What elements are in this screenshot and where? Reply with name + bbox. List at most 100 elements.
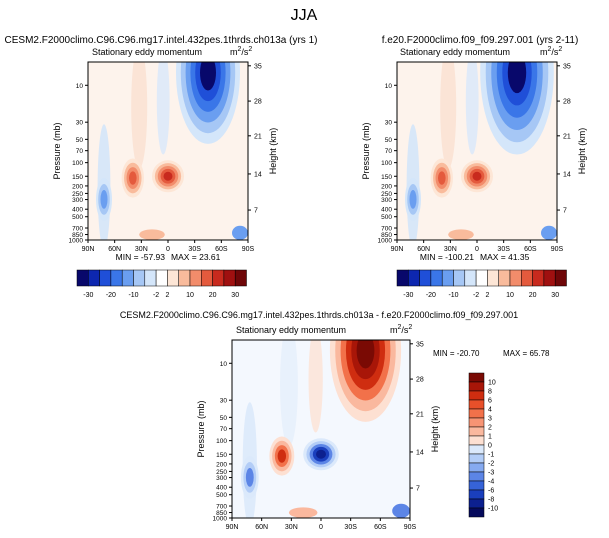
field-plot — [88, 62, 248, 240]
panel-subtitle: Stationary eddy momentum — [400, 47, 510, 57]
colorbar-swatch — [453, 269, 466, 287]
colorbar-label: -2 — [153, 292, 159, 299]
y-tick-label: 50 — [220, 415, 228, 422]
units-label: m2/s2 — [390, 324, 412, 335]
height-tick-label: 21 — [254, 133, 262, 140]
colorbar-label: -30 — [83, 292, 93, 299]
x-tick-label: 0 — [166, 246, 170, 253]
colorbar-label: 8 — [488, 389, 492, 396]
x-tick-label: 90N — [226, 524, 239, 531]
x-tick-label: 30N — [444, 246, 457, 253]
y-tick-label: 70 — [220, 426, 228, 433]
colorbar-label: 10 — [488, 380, 496, 387]
streak-contour — [280, 340, 298, 447]
colorbar-swatch — [133, 269, 146, 287]
y-tick-label: 250 — [216, 469, 227, 476]
colorbar-swatch — [498, 269, 511, 287]
y-tick-label: 150 — [72, 174, 83, 181]
x-tick-label: 30S — [497, 246, 510, 253]
colorbar-swatch — [76, 269, 89, 287]
x-tick-label: 30S — [188, 246, 201, 253]
panel-title: CESM2.F2000climo.C96.C96.mg17.intel.432p… — [5, 35, 318, 46]
colorbar: -30 -20 -10 -2 2 10 20 30 — [76, 269, 247, 299]
colorbar-label: -30 — [403, 292, 413, 299]
colorbar-swatch — [468, 462, 485, 473]
height-tick-label: 7 — [563, 208, 567, 215]
x-tick-label: 90S — [242, 246, 255, 253]
x-tick-label: 60S — [374, 524, 387, 531]
x-tick-label: 90S — [551, 246, 564, 253]
colorbar-label: 10 — [506, 292, 514, 299]
y-tick-label: 150 — [381, 174, 392, 181]
midlat-contour — [245, 468, 254, 487]
colorbar-label: 30 — [551, 292, 559, 299]
strat-lobe-contour — [356, 340, 375, 369]
colorbar-swatch — [468, 399, 485, 410]
colorbar-swatch — [468, 435, 485, 446]
right-axis-title: Height (km) — [577, 128, 587, 175]
min-label: MIN = -20.70 — [433, 349, 480, 358]
colorbar-label: 1 — [488, 434, 492, 441]
y-tick-label: 700 — [216, 504, 227, 511]
streak-contour — [308, 340, 323, 433]
surface-contour — [139, 229, 165, 240]
colorbar-swatch — [468, 408, 485, 419]
colorbar-swatch — [223, 269, 236, 287]
height-tick-label: 14 — [254, 171, 262, 178]
height-tick-label: 14 — [563, 171, 571, 178]
colorbar-label: 4 — [488, 407, 492, 414]
x-tick-label: 60N — [255, 524, 268, 531]
colorbar-label: -20 — [106, 292, 116, 299]
y-tick-label: 30 — [385, 120, 393, 127]
y-tick-label: 100 — [72, 160, 83, 167]
min-label: MIN = -100.21 — [420, 252, 474, 262]
colorbar-swatch — [441, 269, 454, 287]
y-tick-label: 70 — [385, 148, 393, 155]
colorbar-swatch — [99, 269, 112, 287]
height-tick-label: 7 — [254, 208, 258, 215]
y-tick-label: 200 — [381, 183, 392, 190]
height-tick-label: 7 — [416, 486, 420, 493]
x-tick-label: 60N — [417, 246, 430, 253]
y-tick-label: 200 — [72, 183, 83, 190]
colorbar-swatch — [430, 269, 443, 287]
y-tick-label: 400 — [381, 207, 392, 214]
streak-contour — [131, 62, 148, 169]
x-tick-label: 30N — [285, 524, 298, 531]
colorbar-swatch — [396, 269, 409, 287]
colorbar-swatch — [88, 269, 100, 287]
y-tick-label: 100 — [381, 160, 392, 167]
colorbar-label: 30 — [231, 292, 239, 299]
colorbar-swatch — [532, 269, 545, 287]
colorbar-label: -20 — [426, 292, 436, 299]
panel-subtitle: Stationary eddy momentum — [92, 47, 202, 57]
colorbar-label: -2 — [473, 292, 479, 299]
right-axis-title: Height (km) — [430, 406, 440, 453]
colorbar-swatch — [521, 269, 533, 287]
y-tick-label: 850 — [381, 232, 392, 239]
colorbar-swatch — [464, 269, 477, 287]
colorbar-label: -10 — [488, 506, 498, 513]
y-tick-label: 1000 — [69, 238, 84, 245]
x-tick-label: 60S — [524, 246, 537, 253]
y-tick-label: 1000 — [378, 238, 393, 245]
max-label: MAX = 23.61 — [171, 252, 221, 262]
subtropical-contour — [128, 171, 137, 185]
colorbar-swatch — [121, 269, 134, 287]
surface-contour — [392, 503, 410, 518]
y-tick-label: 10 — [385, 83, 393, 90]
midlat-contour — [409, 190, 417, 209]
streak-contour — [440, 62, 457, 169]
y-tick-label: 10 — [220, 361, 228, 368]
colorbar-swatch — [234, 269, 247, 287]
surface-contour — [541, 225, 557, 240]
x-tick-label: 60N — [108, 246, 121, 253]
panel-title: CESM2.F2000climo.C96.C96.mg17.intel.432p… — [120, 310, 518, 320]
colorbar-swatch — [475, 269, 488, 287]
colorbar: -30 -20 -10 -2 2 10 20 30 — [396, 269, 567, 299]
y-tick-label: 400 — [216, 485, 227, 492]
height-tick-label: 35 — [563, 63, 571, 70]
max-label: MAX = 65.78 — [503, 349, 550, 358]
field-plot — [397, 62, 557, 240]
